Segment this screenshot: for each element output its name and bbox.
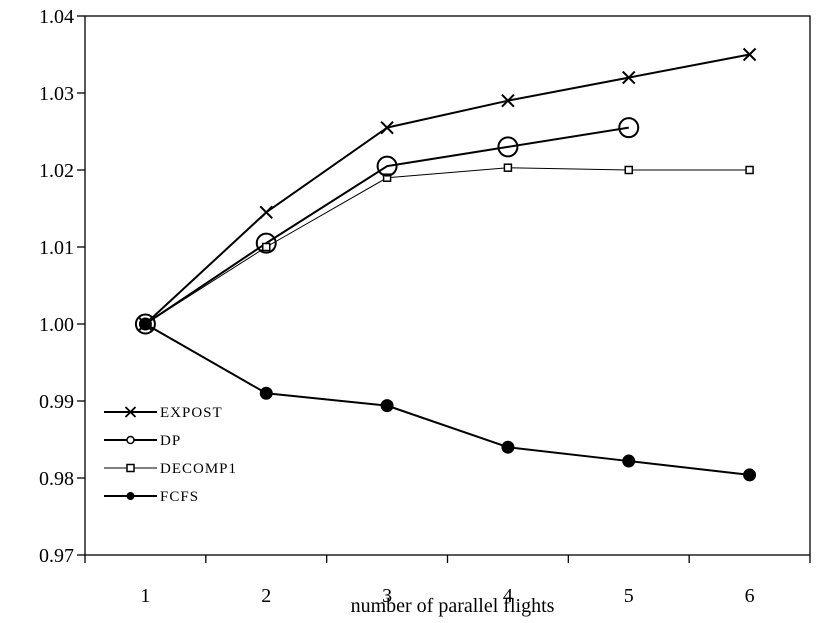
data-point-decomp1 [503,163,513,172]
legend-label-dp: DP [160,433,181,449]
y-tick-label: 1.01 [39,237,74,259]
data-point-decomp1 [382,173,392,182]
legend-label-decomp1: DECOMP1 [160,461,237,477]
y-tick-label: 1.02 [39,160,74,182]
marker-stroke [622,70,636,85]
legend-marker-fcfs [126,492,135,500]
series-lines [144,53,750,476]
data-point-dp [255,232,277,254]
series-line-expost [144,53,750,325]
y-tick-label: 0.97 [39,545,74,567]
data-point-expost [380,120,394,135]
data-point-decomp1 [624,165,633,175]
y-tick-label: 1.03 [39,83,74,105]
legend-marker-decomp1 [126,463,135,473]
y-tick-label: 0.99 [39,391,74,413]
x-tick-label: 4 [503,585,513,607]
x-axis-title: number of parallel flights [351,595,555,617]
legend-label-expost: EXPOST [160,405,223,421]
x-tick-label: 1 [140,585,150,607]
series-line-decomp1 [145,167,750,325]
data-point-fcfs [743,468,757,482]
data-point-dp [618,117,640,139]
series-markers [134,47,757,482]
x-tick-label: 3 [382,585,392,607]
data-point-decomp1 [262,242,271,252]
marker-stroke [124,406,137,418]
data-point-fcfs [501,440,515,454]
data-point-expost [622,70,636,85]
data-point-fcfs [380,399,394,413]
data-point-fcfs [138,317,152,331]
series-line-dp [144,126,629,325]
axes: 0.97 0.98 0.99 1.00 1.01 1.02 1.03 1.04 1 2 3 4 5 6 [39,6,811,607]
data-point-expost [259,205,273,220]
data-point-fcfs [259,386,273,400]
data-point-dp [376,155,398,177]
data-point-fcfs [622,454,636,468]
marker-stroke [380,120,394,135]
series-line-fcfs [144,323,750,476]
x-tick-label: 2 [261,585,271,607]
marker-stroke [501,93,515,108]
legend-label-fcfs: FCFS [160,489,199,505]
legend-marker-expost [124,406,137,418]
legend-marker-dp [126,435,135,445]
x-tick-label: 5 [624,585,634,607]
marker-stroke [259,205,273,220]
y-tick-label: 1.00 [39,314,74,336]
data-point-expost [501,93,515,108]
data-point-expost [742,47,757,62]
y-tick-label: 1.04 [39,6,74,28]
legend: EXPOST DP DECOMP1 FCFS [104,405,237,505]
data-point-decomp1 [745,165,754,175]
x-tick-label: 6 [745,585,755,607]
y-tick-label: 0.98 [39,468,74,490]
data-point-dp [134,313,156,335]
data-point-dp [497,136,519,158]
marker-stroke [742,47,757,62]
